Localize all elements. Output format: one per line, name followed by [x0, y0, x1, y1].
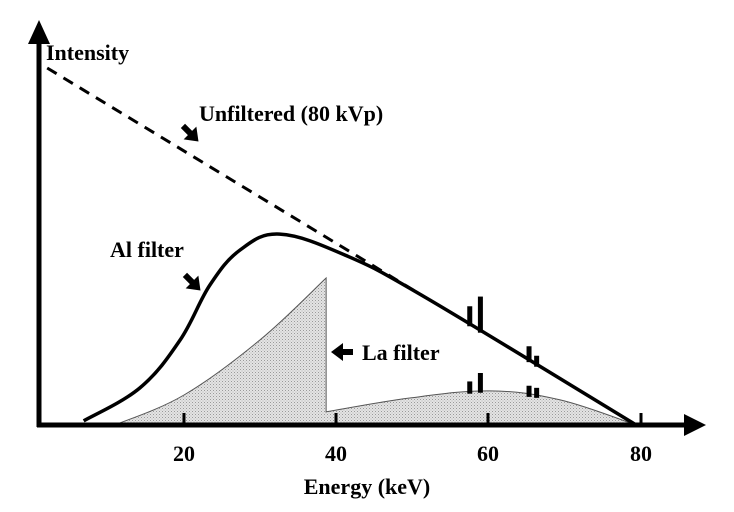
- al-char-line: [477, 296, 483, 333]
- series-al-filter-line: [82, 232, 638, 427]
- la-char-line: [477, 372, 483, 393]
- al-char-line: [526, 346, 532, 363]
- series-unfiltered-line: [46, 66, 426, 299]
- la-char-line: [534, 387, 540, 398]
- x-tick-label: 60: [477, 441, 499, 466]
- annotation-unfiltered: Unfiltered (80 kVp): [199, 101, 383, 126]
- x-axis-arrow-icon: [684, 414, 706, 436]
- arrow-down-left-icon: [180, 123, 199, 142]
- series-la-filter-area: [114, 276, 637, 426]
- annotation-al-filter: Al filter: [110, 237, 184, 262]
- x-tick-label: 80: [630, 441, 652, 466]
- characteristic-lines: [467, 296, 540, 398]
- x-ticks: 20 40 60 80: [173, 413, 652, 466]
- x-axis-label: Energy (keV): [304, 474, 430, 499]
- y-axis-label: Intensity: [46, 40, 129, 65]
- arrow-left-icon: [331, 343, 353, 361]
- arrow-down-right-icon: [182, 272, 201, 291]
- series-layer: [46, 66, 638, 427]
- la-char-line: [526, 385, 532, 397]
- al-char-line: [534, 355, 540, 367]
- x-tick-label: 20: [173, 441, 195, 466]
- y-axis-arrow-icon: [28, 20, 50, 44]
- al-char-line: [467, 306, 473, 327]
- x-tick-label: 40: [325, 441, 347, 466]
- la-char-line: [467, 381, 473, 394]
- annotation-la-filter: La filter: [362, 340, 440, 365]
